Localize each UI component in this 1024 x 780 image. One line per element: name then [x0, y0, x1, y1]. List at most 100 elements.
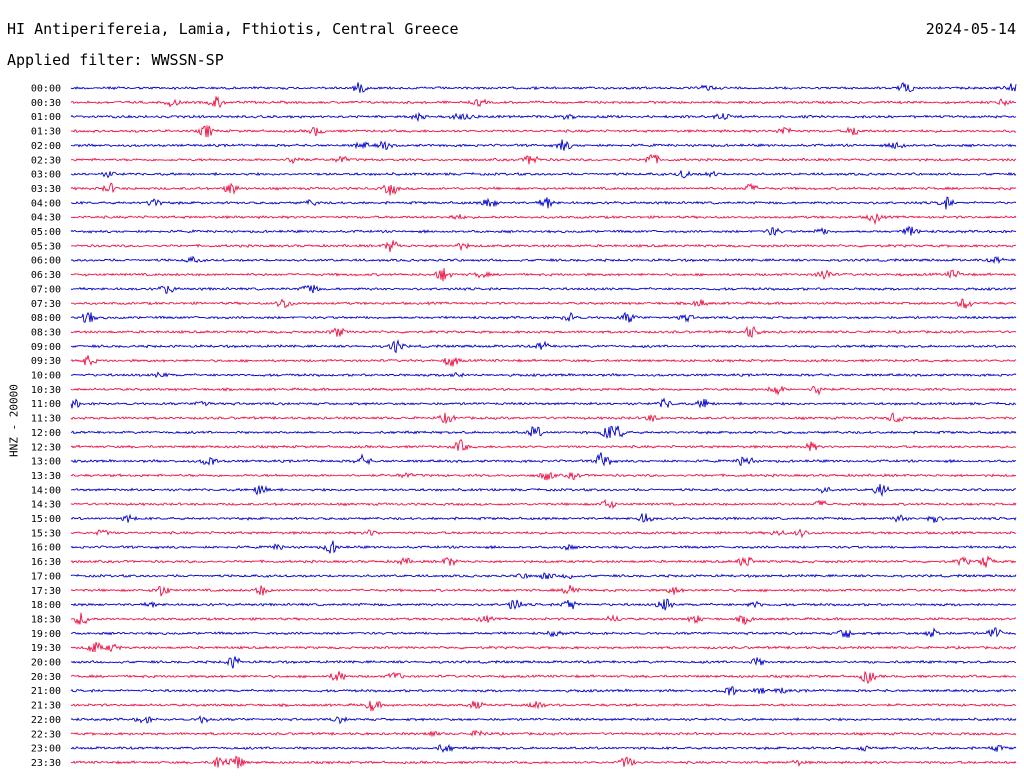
row-time-label: 16:00	[31, 543, 61, 554]
trace-line	[70, 528, 1016, 539]
row-time-label: 10:00	[31, 371, 61, 382]
row-time-label: 09:30	[31, 356, 61, 367]
trace-line	[70, 498, 1017, 510]
row-time-label: 03:30	[31, 184, 61, 195]
row-time-label: 02:00	[31, 141, 61, 152]
trace-line	[70, 82, 1017, 93]
row-time-label: 15:30	[31, 528, 61, 539]
trace-line	[70, 755, 1017, 769]
row-time-label: 12:00	[31, 428, 61, 439]
row-time-label: 10:30	[31, 385, 61, 396]
trace-line	[70, 627, 1017, 639]
row-time-label: 20:30	[31, 672, 61, 683]
trace-line	[70, 452, 1017, 467]
row-time-label: 05:30	[31, 241, 61, 252]
trace-line	[70, 700, 1017, 712]
row-time-label: 14:30	[31, 500, 61, 511]
trace-line	[71, 125, 1017, 138]
trace-line	[70, 339, 1017, 354]
row-time-label: 11:00	[31, 399, 61, 410]
trace-line	[70, 268, 1017, 282]
row-time-label: 08:30	[31, 327, 61, 338]
trace-line	[70, 513, 1017, 523]
row-time-label: 19:00	[31, 629, 61, 640]
row-time-label: 04:00	[31, 198, 61, 209]
trace-line	[70, 284, 1017, 294]
trace-line	[70, 686, 1017, 696]
trace-line	[70, 641, 1017, 653]
row-time-label: 08:00	[31, 313, 61, 324]
row-time-label: 01:00	[31, 112, 61, 123]
trace-line	[70, 397, 1017, 409]
row-time-label: 13:30	[31, 471, 61, 482]
row-time-label: 09:00	[31, 342, 61, 353]
trace-line	[70, 656, 1017, 669]
row-time-label: 16:30	[31, 557, 61, 568]
row-time-label: 06:00	[31, 256, 61, 267]
trace-line	[70, 729, 1017, 738]
trace-line	[70, 555, 1017, 568]
row-time-label: 00:00	[31, 84, 61, 95]
trace-line	[70, 585, 1016, 597]
row-time-label: 17:00	[31, 571, 61, 582]
trace-line	[70, 111, 1017, 123]
row-time-label: 17:30	[31, 586, 61, 597]
row-time-label: 23:00	[31, 744, 61, 755]
row-time-label: 21:00	[31, 686, 61, 697]
trace-line	[70, 425, 1017, 440]
trace-line	[70, 671, 1017, 685]
row-time-label: 22:00	[31, 715, 61, 726]
row-time-label: 20:00	[31, 658, 61, 669]
trace-line	[70, 298, 1017, 309]
row-time-label: 01:30	[31, 127, 61, 138]
trace-line	[70, 95, 1017, 109]
station-title: HI Antiperifereia, Lamia, Fthiotis, Cent…	[7, 20, 459, 38]
trace-line	[70, 439, 1017, 452]
row-time-label: 13:00	[31, 457, 61, 468]
row-time-label: 03:00	[31, 170, 61, 181]
trace-line	[70, 355, 1017, 367]
row-time-label: 14:00	[31, 485, 61, 496]
trace-line	[70, 572, 1017, 580]
row-time-label: 21:30	[31, 701, 61, 712]
trace-line	[70, 715, 1017, 725]
row-time-label: 06:30	[31, 270, 61, 281]
row-time-label: 07:00	[31, 284, 61, 295]
trace-line	[70, 170, 1017, 179]
row-time-label: 19:30	[31, 643, 61, 654]
date-label: 2024-05-14	[925, 20, 1016, 38]
row-time-label: 00:30	[31, 98, 61, 109]
trace-line	[70, 386, 1017, 396]
trace-line	[70, 153, 1017, 165]
row-time-label: 02:30	[31, 155, 61, 166]
trace-line	[70, 325, 1017, 338]
trace-line	[70, 598, 1017, 611]
row-time-label: 05:00	[31, 227, 61, 238]
trace-line	[70, 471, 1017, 481]
trace-line	[70, 213, 1017, 226]
trace-line	[70, 139, 1017, 151]
row-time-label: 12:30	[31, 442, 61, 453]
trace-line	[70, 540, 1017, 554]
trace-line	[70, 612, 1017, 626]
trace-line	[70, 196, 1017, 210]
trace-line	[70, 371, 1017, 378]
row-time-label: 11:30	[31, 414, 61, 425]
trace-line	[70, 225, 1017, 237]
row-time-label: 04:30	[31, 213, 61, 224]
row-time-label: 22:30	[31, 729, 61, 740]
trace-line	[70, 255, 1016, 265]
row-time-label: 07:30	[31, 299, 61, 310]
row-time-label: 18:00	[31, 600, 61, 611]
trace-line	[70, 412, 1017, 425]
row-time-label: 18:30	[31, 614, 61, 625]
trace-line	[70, 182, 1017, 196]
row-time-label: 15:00	[31, 514, 61, 525]
trace-line	[70, 483, 1017, 497]
trace-line	[70, 743, 1017, 753]
trace-line	[70, 240, 1017, 252]
row-time-label: 23:30	[31, 758, 61, 769]
trace-line	[70, 311, 1017, 323]
filter-label: Applied filter: WWSSN-SP	[7, 51, 224, 69]
